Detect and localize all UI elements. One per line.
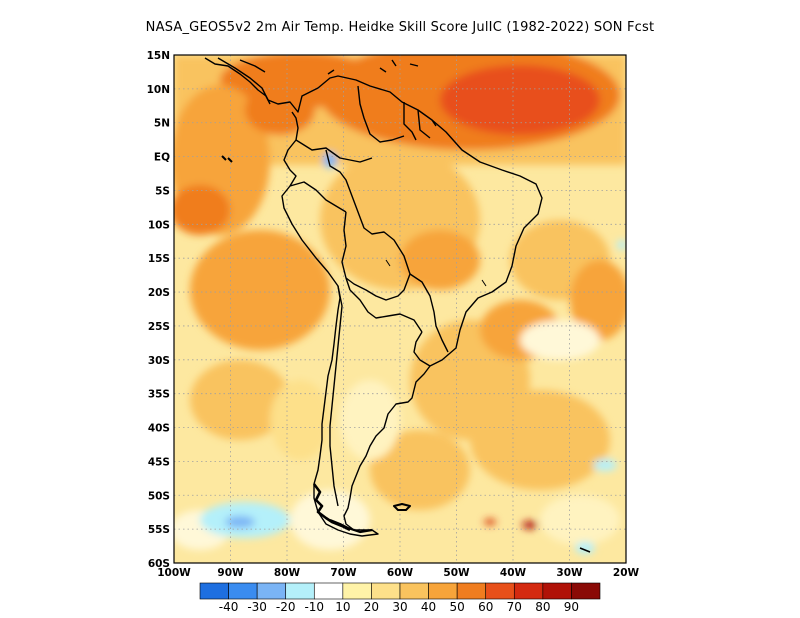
map-frame [173,54,627,564]
lat-tick-label: EQ [154,152,170,164]
colorbar-swatch [228,582,258,600]
colorbar-label: 60 [478,600,493,614]
colorbar-swatch [342,582,372,600]
longitude-axis: 100W 90W 80W 70W 60W 50W 40W 30W 20W [157,567,639,579]
lat-tick-label: 15S [148,253,170,265]
lat-tick-label: 5S [155,185,170,197]
lat-tick-label: 25S [148,321,170,333]
colorbar-label: -30 [247,600,267,614]
colorbar-swatch [542,582,572,600]
colorbar-label: 90 [564,600,579,614]
lat-tick-label: 40S [148,423,170,435]
chart-title: NASA_GEOS5v2 2m Air Temp. Heidke Skill S… [145,20,655,35]
lat-tick-label: 30S [148,355,170,367]
colorbar-swatch [428,582,458,600]
lat-tick-label: 60S [148,558,170,570]
colorbar-swatch [371,582,401,600]
lat-tick-label: 45S [148,456,170,468]
colorbar-label: -20 [276,600,296,614]
lat-tick-label: 5N [154,118,170,130]
colorbar: -40 -30 -20 -10 10 20 30 40 50 60 70 80 90 [199,582,601,614]
latitude-axis: 15N 10N 5N EQ 5S 10S 15S 20S 25S 30S 35S 40S 45S 50S 5… [147,50,170,570]
colorbar-label: 50 [450,600,465,614]
lat-tick-label: 35S [148,389,170,401]
lat-tick-label: 50S [148,490,170,502]
lon-tick-label: 90W [217,567,244,579]
skill-score-field [174,55,626,563]
lon-tick-label: 30W [556,567,583,579]
map-gridlines [174,55,626,563]
lon-tick-label: 40W [500,567,527,579]
colorbar-swatch [571,582,601,600]
continent-outline [204,57,591,553]
colorbar-label: -40 [219,600,239,614]
lon-tick-label: 100W [157,567,191,579]
colorbar-label: 20 [364,600,379,614]
lat-tick-label: 15N [147,50,170,62]
colorbar-swatch [399,582,429,600]
lon-tick-label: 80W [274,567,301,579]
colorbar-label: 40 [421,600,436,614]
colorbar-label: 80 [535,600,550,614]
lat-tick-label: 10S [148,219,170,231]
colorbar-label: 10 [335,600,350,614]
colorbar-swatch [256,582,287,600]
colorbar-swatch [199,582,229,600]
colorbar-swatch [513,582,544,600]
lat-tick-label: 20S [148,287,170,299]
lon-tick-label: 70W [330,567,357,579]
lat-tick-label: 55S [148,524,170,536]
colorbar-swatch [313,582,344,600]
lon-tick-label: 50W [443,567,470,579]
lon-tick-label: 60W [387,567,414,579]
colorbar-label: -10 [304,600,324,614]
colorbar-label: 70 [507,600,522,614]
colorbar-label: 30 [392,600,407,614]
lon-tick-label: 20W [613,567,640,579]
colorbar-swatch [456,582,487,600]
lat-tick-label: 10N [147,84,170,96]
colorbar-swatch [485,582,515,600]
colorbar-swatch [285,582,315,600]
